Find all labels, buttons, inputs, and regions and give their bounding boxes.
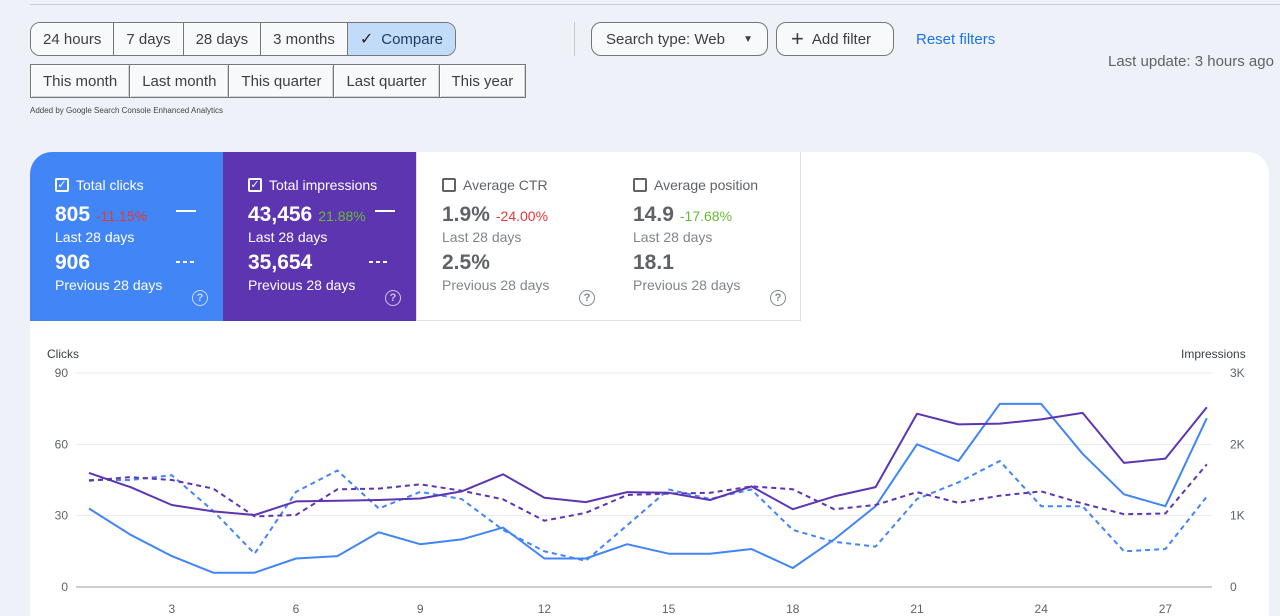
metric-prev-period: Previous 28 days (248, 277, 356, 293)
metric-change: -11.15% (96, 208, 148, 224)
extension-note: Added by Google Search Console Enhanced … (30, 106, 224, 115)
clicks-previous-line (89, 460, 1208, 562)
help-icon[interactable]: ? (770, 290, 786, 306)
metric-label: Total clicks (76, 177, 144, 193)
clicks-current-line (88, 402, 1208, 574)
x-axis-tick-label: 6 (293, 602, 300, 616)
right-axis-tick-label: 3K (1230, 366, 1245, 380)
add-filter-button[interactable]: + Add filter (776, 22, 894, 56)
preset-range-buttons: This month Last month This quarter Last … (30, 64, 527, 98)
last-update-text: Last update: 3 hours ago (1108, 53, 1274, 70)
search-type-label: Search type: Web (606, 30, 725, 48)
x-axis-tick-label: 12 (538, 602, 552, 616)
x-axis-tick-label: 15 (662, 602, 676, 616)
impressions-current-line (88, 406, 1208, 516)
checkbox-checked-icon[interactable]: ✓ (248, 178, 262, 192)
top-divider (30, 4, 1280, 5)
help-icon[interactable]: ? (192, 290, 208, 306)
add-filter-label: Add filter (811, 30, 872, 48)
x-axis-tick-label: 3 (168, 602, 175, 616)
help-icon[interactable]: ? (385, 290, 401, 306)
x-axis-tick-label: 27 (1159, 602, 1173, 616)
search-type-dropdown[interactable]: Search type: Web ▼ (591, 22, 768, 56)
left-axis-tick-label: 30 (55, 509, 69, 523)
preset-this-month-button[interactable]: This month (30, 64, 131, 98)
metric-value: 43,456 (248, 203, 313, 226)
checkmark-icon: ✓ (359, 31, 374, 48)
reset-filters-link[interactable]: Reset filters (916, 31, 996, 48)
metric-value: 14.9 (633, 203, 674, 226)
right-axis-tick-label: 1K (1230, 509, 1245, 523)
range-3-months-button[interactable]: 3 months (261, 23, 348, 55)
metric-label: Total impressions (269, 177, 378, 193)
metric-prev-value: 2.5% (442, 251, 490, 274)
impressions-previous-line (88, 463, 1208, 522)
metric-change: 21.88% (318, 208, 366, 224)
metric-period: Last 28 days (633, 229, 713, 245)
metric-prev-period: Previous 28 days (633, 277, 741, 293)
metric-prev-value: 906 (55, 251, 91, 274)
preset-this-year-button[interactable]: This year (438, 64, 527, 98)
range-24-hours-button[interactable]: 24 hours (31, 23, 115, 55)
date-range-selector: 24 hours 7 days 28 days 3 months ✓ Compar… (30, 22, 456, 56)
metric-change: -24.00% (495, 208, 549, 224)
metric-period: Last 28 days (248, 229, 328, 245)
left-axis-label: Clicks (47, 347, 79, 361)
left-axis-tick-label: 60 (55, 437, 69, 451)
metric-value: 1.9% (442, 203, 490, 226)
metric-prev-value: 18.1 (633, 251, 674, 274)
solid-line-legend-icon (176, 210, 196, 212)
metric-card-total-clicks[interactable]: ✓ Total clicks 805 -11.15% Last 28 days 90… (30, 152, 223, 321)
toolbar-divider (574, 22, 575, 56)
checkbox-unchecked-icon[interactable] (633, 178, 647, 192)
caret-down-icon: ▼ (743, 33, 753, 45)
solid-line-legend-icon (375, 210, 395, 212)
preset-last-month-button[interactable]: Last month (129, 64, 230, 98)
metric-change: -17.68% (679, 208, 733, 224)
dashed-line-legend-icon (369, 261, 389, 263)
help-icon[interactable]: ? (579, 290, 595, 306)
compare-button[interactable]: ✓ Compare (347, 23, 455, 55)
x-axis-tick-label: 18 (786, 602, 800, 616)
left-axis-tick-label: 0 (61, 580, 68, 594)
metric-prev-value: 35,654 (248, 251, 313, 274)
x-axis-tick-label: 9 (417, 602, 424, 616)
checkbox-unchecked-icon[interactable] (442, 178, 456, 192)
metric-label: Average position (654, 177, 759, 193)
x-axis-tick-label: 21 (910, 602, 924, 616)
metric-card-total-impressions[interactable]: ✓ Total impressions 43,456 21.88% Last 28 … (223, 152, 416, 321)
right-axis-tick-label: 0 (1230, 580, 1237, 594)
metric-prev-period: Previous 28 days (442, 277, 550, 293)
metric-period: Last 28 days (442, 229, 522, 245)
metric-label: Average CTR (463, 177, 548, 193)
range-7-days-button[interactable]: 7 days (114, 23, 184, 55)
x-axis-tick-label: 24 (1035, 602, 1049, 616)
metric-value: 805 (55, 203, 91, 226)
left-axis-tick-label: 90 (55, 366, 69, 380)
compare-label: Compare (381, 30, 443, 48)
metric-period: Last 28 days (55, 229, 135, 245)
preset-this-quarter-button[interactable]: This quarter (228, 64, 335, 98)
metric-prev-period: Previous 28 days (55, 277, 163, 293)
dashed-line-legend-icon (176, 261, 196, 263)
right-axis-tick-label: 2K (1230, 437, 1245, 451)
right-axis-label: Impressions (1181, 347, 1246, 361)
range-28-days-button[interactable]: 28 days (183, 23, 262, 55)
checkbox-checked-icon[interactable]: ✓ (55, 178, 69, 192)
metric-card-average-position[interactable]: Average position 14.9 -17.68% Last 28 day… (608, 152, 801, 321)
plus-icon: + (791, 26, 804, 51)
preset-last-quarter-button[interactable]: Last quarter (333, 64, 440, 98)
